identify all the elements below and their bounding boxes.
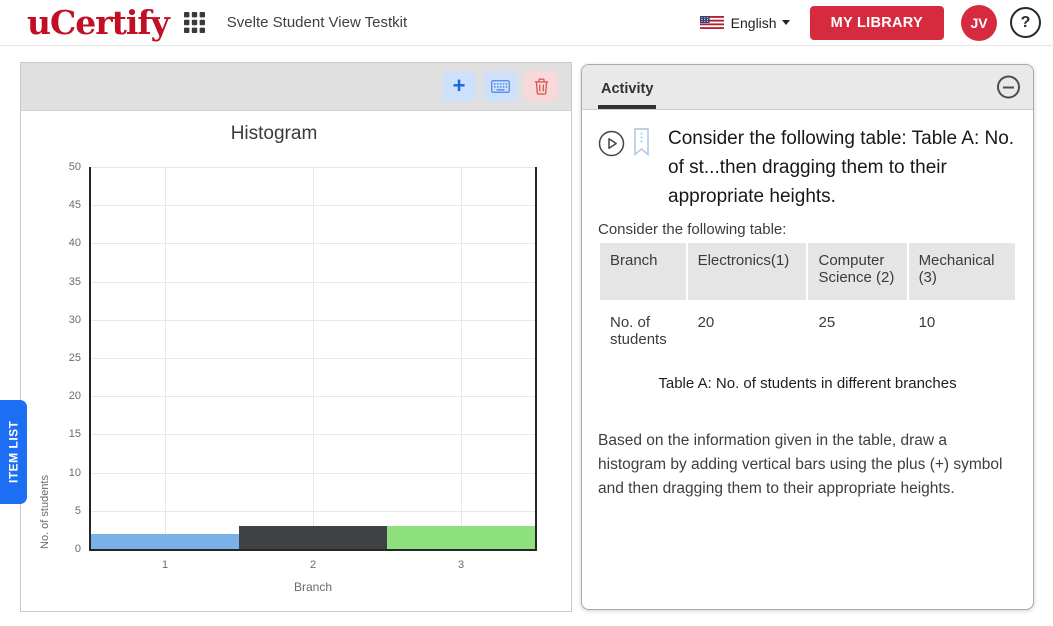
activity-table: Branch Electronics(1) Computer Science (… [598,240,1018,362]
keyboard-input-button[interactable] [483,71,517,102]
chart-toolbar: + [21,63,571,111]
chevron-down-icon[interactable] [781,20,790,25]
y-tick-label: 20 [68,390,81,403]
table-header-mechanical: Mechanical (3) [906,240,1018,302]
y-tick-label: 35 [68,275,81,288]
delete-bar-button[interactable] [524,71,558,102]
x-axis-label: Branch [293,580,333,594]
table-caption: Table A: No. of students in different br… [658,374,957,392]
activity-panel: Activity Consider the following t [581,64,1034,610]
table-header-row: Branch Electronics(1) Computer Science (… [598,240,1018,302]
table-header-electronics: Electronics(1) [685,240,809,302]
histogram-bar-3[interactable] [387,526,535,549]
activity-panel-body: Consider the following table: Table A: N… [582,110,1033,501]
table-cell-electronics-value: 20 [685,299,809,362]
y-tick-label: 5 [74,504,81,517]
histogram-bar-1[interactable] [91,533,239,549]
collapse-icon[interactable] [997,75,1020,99]
gridline-vertical [461,167,462,549]
item-list-tab[interactable]: ITEM LIST [0,400,27,504]
histogram-panel: + [20,62,572,612]
user-avatar[interactable]: JV [961,4,997,41]
table-header-branch: Branch [598,240,688,302]
question-text: Consider the following table: Table A: N… [668,128,1015,207]
y-axis-label: No. of students [39,475,51,549]
y-tick-label: 10 [68,466,81,479]
page-title: Svelte Student View Testkit [226,14,408,31]
language-selector[interactable]: English [730,14,777,31]
y-tick-label: 30 [68,313,81,326]
chart-title: Histogram [230,123,318,144]
add-bar-button[interactable]: + [442,71,476,102]
table-intro: Consider the following table: [598,220,787,238]
bookmark-icon[interactable] [634,128,649,156]
plot-area[interactable]: No. of students Branch 0 5 10 15 20 25 30 35 40 4… [39,161,537,594]
y-tick-label: 40 [68,237,81,250]
chart-area: Histogram No. of students Branch 0 5 10 15 2… [21,111,571,610]
table-header-computer-science: Computer Science (2) [806,240,909,302]
x-tick-label: 2 [309,559,317,571]
gridline-vertical [313,167,314,549]
ucertify-logo[interactable]: uCertify [27,3,170,42]
minus-icon [1003,86,1014,88]
y-tick-label: 45 [68,199,81,212]
y-tick-label: 15 [68,428,81,441]
trash-icon [534,78,549,95]
activity-panel-header: Activity [582,65,1033,110]
apps-grid-icon[interactable] [183,12,205,33]
x-tick-label: 1 [161,559,169,571]
y-tick-label: 50 [68,161,81,173]
us-flag-icon [699,16,724,29]
histogram-bar-2[interactable] [239,526,387,549]
play-audio-button[interactable] [598,130,625,157]
table-cell-label: No. of students [598,299,688,362]
keyboard-icon [490,80,510,93]
help-icon[interactable]: ? [1010,7,1041,38]
my-library-button[interactable]: MY LIBRARY [809,5,944,40]
gridline-vertical [165,167,166,549]
table-cell-mechanical-value: 10 [906,299,1018,362]
y-tick-label: 25 [68,352,81,364]
table-row: No. of students 20 25 10 [598,299,1018,362]
y-tick-label: 0 [74,543,81,555]
top-header: uCertify Svelte Student View Testkit [0,0,1053,46]
question-row: Consider the following table: Table A: N… [598,125,1017,212]
plus-icon: + [452,72,466,98]
x-tick-label: 3 [457,559,465,571]
table-cell-computer-science-value: 25 [806,299,909,362]
instructions-text: Based on the information given in the ta… [598,431,1003,497]
tab-activity[interactable]: Activity [598,81,657,109]
header-actions: English MY LIBRARY JV ? [699,4,1041,41]
